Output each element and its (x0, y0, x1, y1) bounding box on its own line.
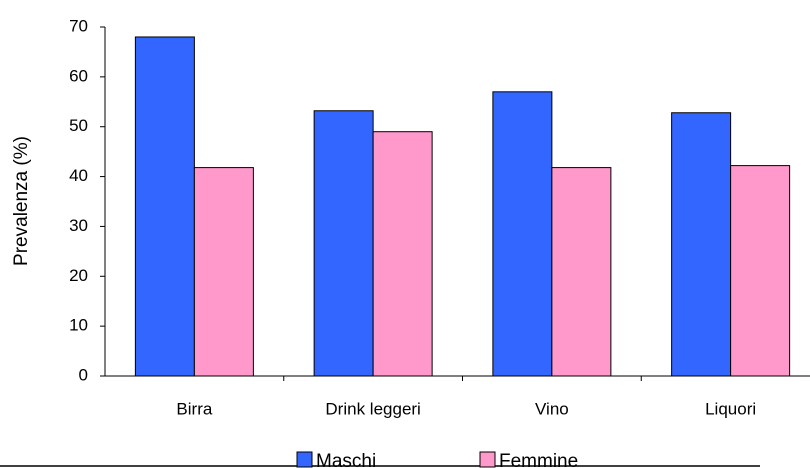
bar (551, 167, 612, 377)
y-axis-label: Prevalenza (%) (11, 136, 32, 266)
y-tick-label: 0 (79, 365, 88, 384)
y-tick-label: 50 (69, 116, 88, 135)
legend-swatch (296, 451, 313, 468)
x-tick-label: Vino (535, 399, 569, 418)
y-tick-label: 30 (69, 216, 88, 235)
x-tick-label: Birra (176, 399, 212, 418)
y-tick-label: 70 (69, 16, 88, 35)
bar (671, 112, 732, 377)
bar (313, 110, 374, 377)
bar (193, 167, 254, 377)
y-tick-label: 10 (69, 316, 88, 335)
legend-label: Femmine (499, 451, 578, 468)
bar (372, 131, 433, 377)
y-tick-label: 60 (69, 66, 88, 85)
legend-label: Maschi (316, 451, 376, 468)
y-tick-label: 20 (69, 266, 88, 285)
bar (492, 91, 553, 377)
bar (730, 165, 791, 377)
legend-swatch (479, 451, 496, 468)
x-tick-label: Liquori (705, 399, 756, 418)
x-tick-label: Drink leggeri (325, 399, 420, 418)
y-tick-label: 40 (69, 166, 88, 185)
bar (134, 36, 195, 377)
